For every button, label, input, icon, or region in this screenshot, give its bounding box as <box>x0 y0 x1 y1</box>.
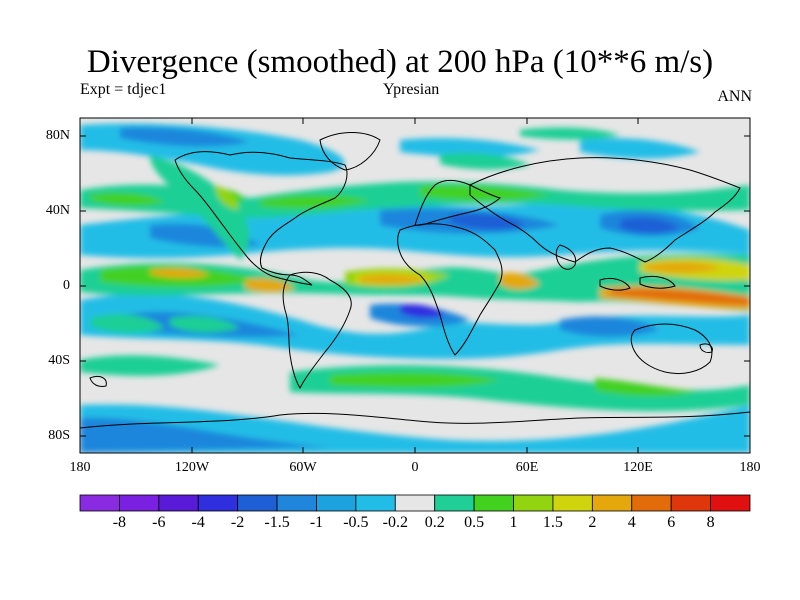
colorbar-label: -6 <box>152 514 166 531</box>
colorbar-label: 0.5 <box>464 514 485 531</box>
colorbar-label: 1.5 <box>542 514 563 531</box>
colorbar <box>79 494 751 512</box>
colorbar-label: -2 <box>230 514 245 531</box>
lat-label-40n: 40N <box>45 203 70 218</box>
colorbar-label: -1 <box>309 514 324 531</box>
colorbar-swatch <box>591 494 633 512</box>
experiment-label: Expt = tdjec1 <box>80 81 167 98</box>
colorbar-swatch <box>197 494 239 512</box>
colorbar-swatch <box>276 494 317 512</box>
colorbar-label: -4 <box>191 514 205 531</box>
colorbar-swatch <box>434 494 475 512</box>
lat-label-80s: 80S <box>48 428 70 443</box>
colorbar-label: 1 <box>509 514 518 531</box>
lon-label-120w: 120W <box>174 460 210 475</box>
colorbar-label: -0.2 <box>382 514 408 531</box>
colorbar-label: 8 <box>706 514 715 531</box>
lon-label-180w: 180 <box>69 460 91 475</box>
lon-label-60e: 60E <box>515 460 539 475</box>
colorbar-label: 4 <box>627 514 636 531</box>
lon-label-0: 0 <box>411 460 419 475</box>
colorbar-swatch <box>237 494 278 512</box>
lat-label-80n: 80N <box>45 128 70 143</box>
colorbar-swatch <box>670 494 711 512</box>
colorbar-swatch <box>473 494 514 512</box>
colorbar-swatch <box>631 494 672 512</box>
period-label: Ypresian <box>383 81 440 98</box>
colorbar-swatch <box>119 494 160 512</box>
lon-label-60w: 60W <box>289 460 317 475</box>
lon-label-180e: 180 <box>739 460 761 475</box>
colorbar-swatch <box>394 494 436 512</box>
colorbar-swatch <box>355 494 396 512</box>
colorbar-label: -0.5 <box>343 514 369 531</box>
colorbar-swatch <box>316 494 357 512</box>
colorbar-label: 2 <box>588 514 597 531</box>
plot-title: Divergence (smoothed) at 200 hPa (10**6 … <box>86 44 714 80</box>
lon-label-120e: 120E <box>623 460 653 475</box>
lat-label-40s: 40S <box>48 353 70 368</box>
colorbar-label: 6 <box>667 514 676 531</box>
lat-tick-marks <box>80 135 750 437</box>
lon-tick-marks <box>191 118 639 453</box>
coastlines <box>80 132 750 429</box>
colorbar-swatch <box>552 494 593 512</box>
colorbar-swatch <box>158 494 199 512</box>
colorbar-swatch <box>513 494 554 512</box>
lat-label-0: 0 <box>63 278 70 293</box>
colorbar-label: -8 <box>112 514 127 531</box>
colorbar-label: 0.2 <box>424 514 445 531</box>
colorbar-swatch <box>79 494 120 512</box>
colorbar-swatch <box>710 494 751 512</box>
divergence-field <box>80 118 750 453</box>
colorbar-label: -1.5 <box>264 514 290 531</box>
season-label: ANN <box>717 88 752 105</box>
